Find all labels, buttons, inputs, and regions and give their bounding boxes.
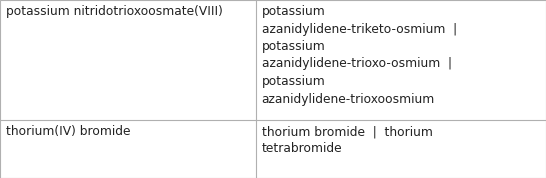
Text: potassium nitridotrioxoosmate(VIII): potassium nitridotrioxoosmate(VIII) [6, 5, 223, 18]
Text: thorium bromide  |  thorium
tetrabromide: thorium bromide | thorium tetrabromide [262, 125, 432, 156]
Text: potassium
azanidylidene-triketo-osmium  |
potassium
azanidylidene-trioxo-osmium : potassium azanidylidene-triketo-osmium |… [262, 5, 456, 106]
Text: thorium(IV) bromide: thorium(IV) bromide [6, 125, 130, 138]
